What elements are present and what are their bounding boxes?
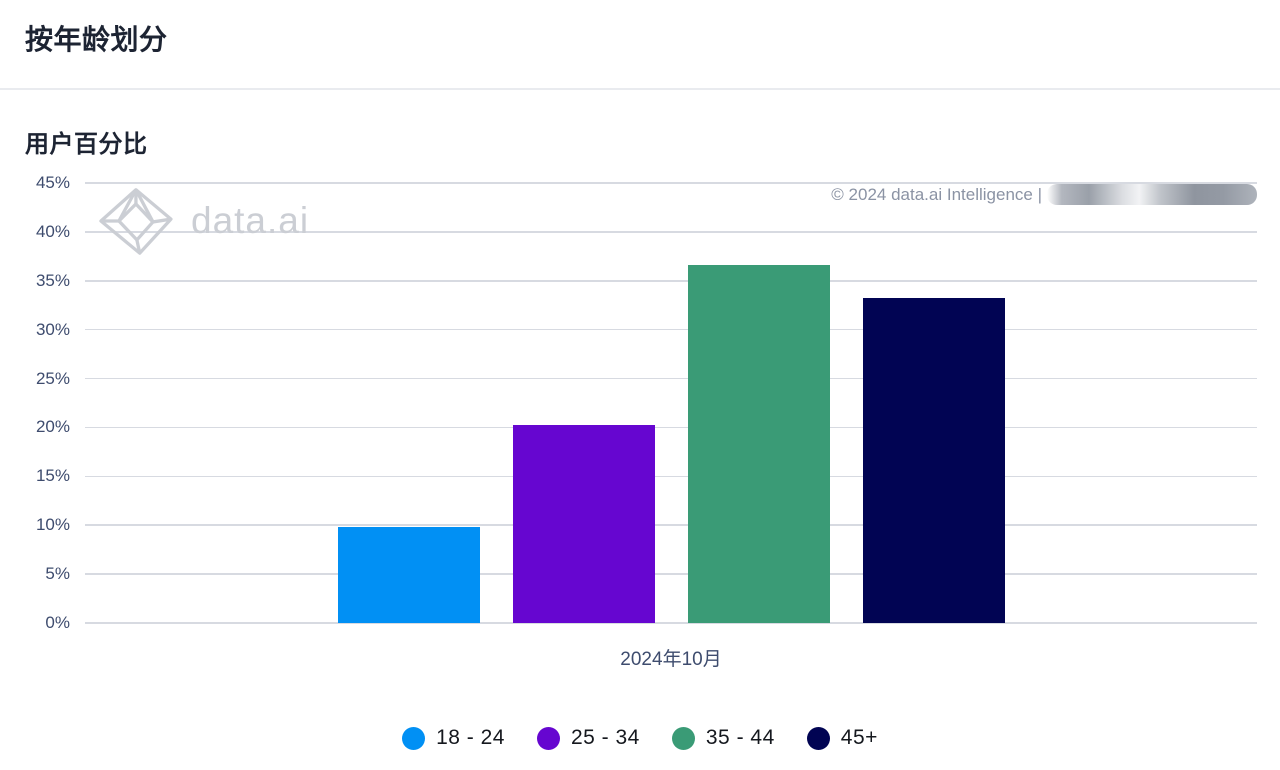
page-title: 按年龄划分 <box>25 24 168 55</box>
legend-swatch-icon <box>536 726 560 750</box>
y-axis: 45% 40% 35% 30% 25% 20% 15% 10% 5% 0% <box>0 0 70 770</box>
chart-title: 用户百分比 <box>25 131 148 158</box>
y-tick-15: 15% <box>35 466 70 486</box>
legend-item-45plus[interactable]: 45+ <box>806 726 878 750</box>
legend-swatch-icon <box>402 726 426 750</box>
legend-item-18-24[interactable]: 18 - 24 <box>402 726 505 750</box>
legend-swatch-icon <box>806 726 830 750</box>
gridline-35 <box>85 280 1257 282</box>
y-tick-40: 40% <box>35 221 70 241</box>
gridline-30 <box>85 328 1257 331</box>
dataai-watermark: data.ai <box>93 186 309 256</box>
y-tick-45: 45% <box>35 173 70 192</box>
bar-25-34[interactable] <box>513 424 655 623</box>
bar-18-24[interactable] <box>338 527 480 623</box>
gridline-10 <box>85 524 1257 526</box>
y-tick-0: 0% <box>45 613 70 632</box>
dataai-logo-text: data.ai <box>191 200 310 241</box>
gridline-25 <box>85 377 1257 380</box>
gridline-20 <box>85 426 1257 429</box>
y-tick-30: 30% <box>35 319 70 339</box>
age-bar-chart: data.ai © 2024 data.ai Intelligence | 20… <box>85 182 1257 670</box>
y-tick-20: 20% <box>35 417 70 437</box>
legend-swatch-icon <box>671 726 695 750</box>
gridline-15 <box>85 475 1257 478</box>
y-tick-35: 35% <box>35 270 70 290</box>
copyright-note: © 2024 data.ai Intelligence | <box>831 184 1257 205</box>
legend: 18 - 24 25 - 34 35 - 44 45+ <box>0 726 1280 750</box>
bar-35-44[interactable] <box>688 265 830 623</box>
legend-label: 18 - 24 <box>436 726 505 749</box>
y-tick-5: 5% <box>45 564 70 584</box>
redacted-text <box>1047 184 1257 205</box>
gridline-45 <box>85 182 1257 184</box>
legend-item-35-44[interactable]: 35 - 44 <box>671 726 775 750</box>
bar-45plus[interactable] <box>863 298 1005 623</box>
gridline-5 <box>85 573 1257 575</box>
legend-label: 35 - 44 <box>705 726 775 749</box>
gridline-40 <box>85 231 1257 233</box>
legend-label: 25 - 34 <box>570 726 640 749</box>
x-axis-label: 2024年10月 <box>620 649 722 670</box>
y-tick-10: 10% <box>35 515 70 535</box>
bars-layer <box>85 183 1257 623</box>
y-tick-25: 25% <box>35 368 70 388</box>
gridline-0 <box>85 622 1257 624</box>
legend-label: 45+ <box>840 726 878 749</box>
dataai-diamond-icon <box>99 188 173 255</box>
legend-item-25-34[interactable]: 25 - 34 <box>536 726 640 750</box>
copyright-text: © 2024 data.ai Intelligence | <box>831 184 1042 204</box>
divider <box>0 88 1280 90</box>
